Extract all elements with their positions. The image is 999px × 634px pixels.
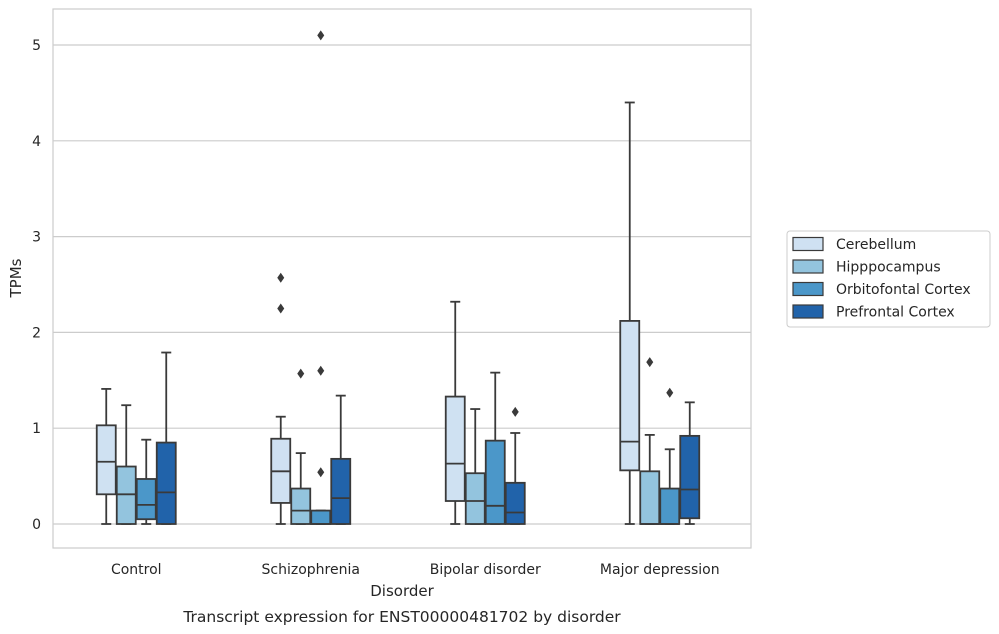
x-axis-ticks: Control Schizophrenia Bipolar disorder Majo… [111,562,720,578]
y-axis-label: TPMs [7,258,25,298]
box-0-1 [270,272,292,525]
outlier-point [317,30,325,41]
box-1-0 [115,404,137,525]
box-body [639,470,661,525]
box-0-2 [444,300,466,525]
box-body [290,487,312,525]
box-2-1 [310,30,332,525]
box-body [155,441,177,525]
box-body [619,320,641,472]
box-1-3 [639,357,661,525]
legend: Cerebellum Hipppocampus Orbitofontal Corte… [786,230,991,328]
legend-label: Cerebellum [836,237,916,253]
x-tick-label: Schizophrenia [262,562,360,578]
outlier-point [277,303,285,314]
box-body [115,465,137,525]
y-tick-label: 2 [32,325,41,341]
box-body [504,481,526,525]
outlier-point [317,365,325,376]
box-2-3 [659,387,681,525]
chart-caption: Transcript expression for ENST0000048170… [182,608,621,626]
legend-item: Prefrontal Cortex [792,304,955,321]
box-0-3 [619,101,641,525]
x-tick-label: Control [111,562,162,578]
legend-item: Hipppocampus [792,259,941,276]
box-body [135,478,157,521]
box-groups [95,30,701,525]
legend-item: Orbitofontal Cortex [792,281,971,298]
box-3-3 [679,401,701,525]
outlier-point [666,387,674,398]
outlier-point [511,406,519,417]
legend-item: Cerebellum [792,236,916,253]
legend-swatch [792,281,824,297]
legend-swatch [792,236,824,252]
legend-label: Orbitofontal Cortex [836,282,971,298]
x-tick-label: Major depression [600,562,720,578]
box-3-1 [330,394,352,525]
y-tick-label: 5 [32,38,41,54]
x-tick-label: Bipolar disorder [430,562,541,578]
plot-area-frame [52,8,752,549]
legend-label: Prefrontal Cortex [836,305,955,321]
box-body [464,472,486,525]
box-3-2 [504,406,526,525]
x-axis-label: Disorder [370,582,434,600]
box-3-0 [155,351,177,525]
outlier-point [277,272,285,283]
box-1-1 [290,368,312,525]
y-tick-label: 4 [32,134,41,150]
box-body [310,509,332,525]
y-axis-ticks: 0 1 2 3 4 5 [32,38,41,533]
box-body [679,434,701,520]
outlier-point [317,467,325,478]
box-1-2 [464,408,486,525]
box-body [484,439,506,525]
box-body [95,424,117,496]
legend-frame [786,230,991,328]
y-tick-label: 3 [32,230,41,246]
y-tick-label: 1 [32,421,41,437]
legend-label: Hipppocampus [836,260,941,276]
box-body [330,457,352,525]
box-body [444,395,466,502]
legend-swatch [792,259,824,274]
outlier-point [646,357,654,368]
box-2-0 [135,438,157,525]
box-2-2 [484,371,506,525]
outlier-point [297,368,305,379]
y-tick-label: 0 [32,517,41,533]
box-0-0 [95,388,117,525]
legend-swatch [792,304,824,319]
box-body [659,487,681,525]
